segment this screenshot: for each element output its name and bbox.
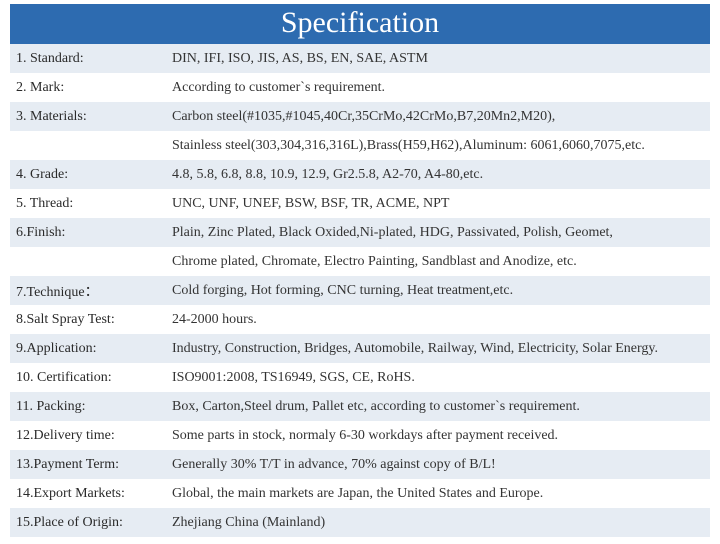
row-value: Cold forging, Hot forming, CNC turning, …	[170, 283, 710, 299]
table-row: 8.Salt Spray Test: 24-2000 hours.	[10, 305, 710, 334]
row-label: 5. Thread:	[10, 196, 170, 212]
row-label: 7.Technique：	[10, 281, 170, 301]
row-value: Plain, Zinc Plated, Black Oxided,Ni-plat…	[170, 225, 710, 241]
row-label: 4. Grade:	[10, 167, 170, 183]
table-row: 13.Payment Term:Generally 30% T/T in adv…	[10, 450, 710, 479]
row-value: ISO9001:2008, TS16949, SGS, CE, RoHS.	[170, 370, 710, 386]
row-value: Zhejiang China (Mainland)	[170, 515, 710, 531]
row-label: 8.Salt Spray Test:	[10, 312, 170, 328]
table-row: 12.Delivery time: Some parts in stock, n…	[10, 421, 710, 450]
row-value: UNC, UNF, UNEF, BSW, BSF, TR, ACME, NPT	[170, 196, 710, 212]
row-label: 1. Standard:	[10, 51, 170, 67]
row-label: 10. Certification:	[10, 370, 170, 386]
row-label: 14.Export Markets:	[10, 486, 170, 502]
row-label: 11. Packing:	[10, 399, 170, 415]
row-value: Stainless steel(303,304,316,316L),Brass(…	[170, 138, 710, 154]
row-value: 4.8, 5.8, 6.8, 8.8, 10.9, 12.9, Gr2.5.8,…	[170, 167, 710, 183]
row-value: Global, the main markets are Japan, the …	[170, 486, 710, 502]
row-label: 13.Payment Term:	[10, 457, 170, 473]
row-value: Box, Carton,Steel drum, Pallet etc, acco…	[170, 399, 710, 415]
table-row: 2. Mark: According to customer`s require…	[10, 73, 710, 102]
table-row: 14.Export Markets:Global, the main marke…	[10, 479, 710, 508]
table-row: 11. Packing:Box, Carton,Steel drum, Pall…	[10, 392, 710, 421]
row-value: Generally 30% T/T in advance, 70% agains…	[170, 457, 710, 473]
row-label: 2. Mark:	[10, 80, 170, 96]
row-value: Some parts in stock, normaly 6-30 workda…	[170, 428, 710, 444]
row-label: 9.Application:	[10, 341, 170, 357]
row-value: According to customer`s requirement.	[170, 80, 710, 96]
table-row: 4. Grade:4.8, 5.8, 6.8, 8.8, 10.9, 12.9,…	[10, 160, 710, 189]
table-row: 1. Standard:DIN, IFI, ISO, JIS, AS, BS, …	[10, 44, 710, 73]
row-label: 3. Materials:	[10, 109, 170, 125]
row-value: DIN, IFI, ISO, JIS, AS, BS, EN, SAE, AST…	[170, 51, 710, 67]
row-label: 12.Delivery time:	[10, 428, 170, 444]
table-row: Stainless steel(303,304,316,316L),Brass(…	[10, 131, 710, 160]
table-row: 9.Application:Industry, Construction, Br…	[10, 334, 710, 363]
table-row: 7.Technique：Cold forging, Hot forming, C…	[10, 276, 710, 305]
table-row: 15.Place of Origin:Zhejiang China (Mainl…	[10, 508, 710, 537]
table-row: 10. Certification:ISO9001:2008, TS16949,…	[10, 363, 710, 392]
row-label: 15.Place of Origin:	[10, 515, 170, 531]
spec-title: Specification	[10, 4, 710, 44]
table-row: 6.Finish:Plain, Zinc Plated, Black Oxide…	[10, 218, 710, 247]
row-label: 6.Finish:	[10, 225, 170, 241]
row-value: Chrome plated, Chromate, Electro Paintin…	[170, 254, 710, 270]
row-value: Industry, Construction, Bridges, Automob…	[170, 341, 710, 357]
spec-table: 1. Standard:DIN, IFI, ISO, JIS, AS, BS, …	[10, 44, 710, 537]
table-row: 5. Thread: UNC, UNF, UNEF, BSW, BSF, TR,…	[10, 189, 710, 218]
row-value: 24-2000 hours.	[170, 312, 710, 328]
spec-container: Specification 1. Standard:DIN, IFI, ISO,…	[10, 4, 710, 537]
table-row: 3. Materials:Carbon steel(#1035,#1045,40…	[10, 102, 710, 131]
table-row: Chrome plated, Chromate, Electro Paintin…	[10, 247, 710, 276]
row-value: Carbon steel(#1035,#1045,40Cr,35CrMo,42C…	[170, 109, 710, 125]
